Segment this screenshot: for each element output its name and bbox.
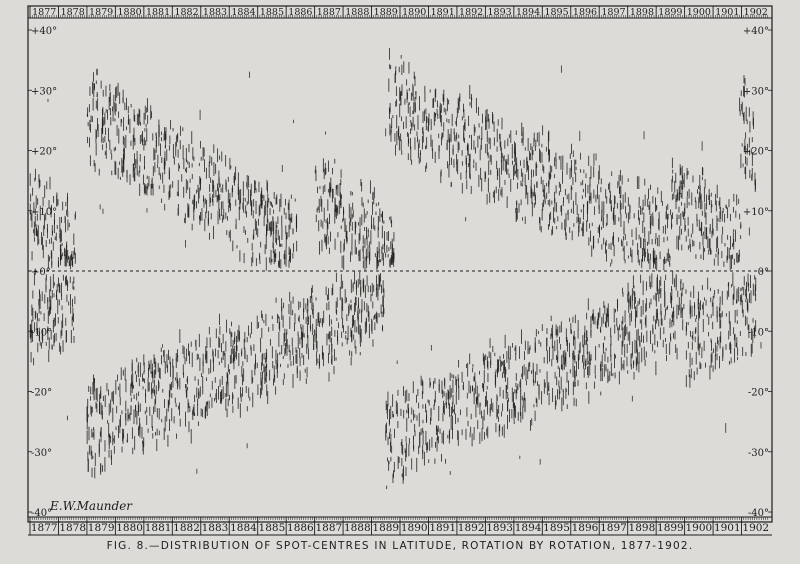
y-tick-label-left: -20°	[31, 388, 52, 399]
x-tick-label-top: 1881	[146, 7, 170, 18]
x-tick-label-top: 1883	[203, 7, 227, 18]
y-tick-label-right: -40°	[748, 508, 769, 519]
x-tick-label-top: 1889	[374, 7, 398, 18]
x-tick-label-top: 1894	[516, 7, 540, 18]
x-tick-label-bottom: 1887	[315, 522, 342, 534]
x-tick-label-top: 1896	[573, 7, 597, 18]
x-tick-label-bottom: 1886	[287, 522, 314, 534]
x-tick-label-top: 1888	[345, 7, 369, 18]
x-tick-label-top: 1901	[715, 7, 739, 18]
x-tick-label-bottom: 1897	[600, 522, 627, 534]
y-tick-label-left: +10°	[31, 207, 57, 218]
y-tick-label-left: +0°	[31, 267, 51, 278]
x-tick-label-bottom: 1901	[714, 522, 741, 534]
x-tick-label-bottom: 1888	[344, 522, 371, 534]
x-tick-label-top: 1878	[61, 7, 85, 18]
x-tick-label-top: 1898	[630, 7, 654, 18]
x-tick-label-bottom: 1891	[429, 522, 456, 534]
x-tick-label-top: 1882	[174, 7, 198, 18]
x-tick-label-top: 1891	[431, 7, 455, 18]
x-tick-label-bottom: 1878	[59, 522, 86, 534]
y-tick-label-left: -10°	[31, 327, 52, 338]
x-tick-label-bottom: 1893	[486, 522, 513, 534]
x-tick-label-bottom: 1883	[202, 522, 229, 534]
x-tick-label-top: 1877	[32, 7, 56, 18]
y-tick-label-right: -20°	[748, 388, 769, 399]
x-tick-label-top: 1887	[317, 7, 341, 18]
y-tick-label-left: -40°	[31, 508, 52, 519]
x-tick-label-top: 1893	[488, 7, 512, 18]
x-tick-label-top: 1900	[687, 7, 711, 18]
y-tick-label-left: +40°	[31, 26, 57, 37]
y-tick-label-left: +20°	[31, 147, 57, 158]
x-tick-label-top: 1892	[459, 7, 483, 18]
x-tick-label-top: 1886	[288, 7, 312, 18]
x-tick-label-bottom: 1898	[629, 522, 656, 534]
x-tick-label-bottom: 1900	[685, 522, 712, 534]
y-tick-label-right: +40°	[743, 26, 769, 37]
x-tick-label-top: 1884	[231, 7, 255, 18]
y-tick-label-right: +20°	[743, 147, 769, 158]
signature: E.W.Maunder	[49, 499, 133, 513]
x-tick-label-bottom: 1895	[543, 522, 570, 534]
x-tick-label-bottom: 1890	[401, 522, 428, 534]
y-tick-label-right: +30°	[743, 86, 769, 97]
x-tick-label-bottom: 1877	[31, 522, 58, 534]
x-tick-label-top: 1880	[118, 7, 142, 18]
x-tick-label-bottom: 1892	[458, 522, 485, 534]
y-tick-label-right: +10°	[743, 207, 769, 218]
figure-caption: FIG. 8.—DISTRIBUTION OF SPOT-CENTRES IN …	[106, 540, 694, 552]
x-tick-label-bottom: 1880	[116, 522, 143, 534]
x-tick-label-top: 1895	[544, 7, 568, 18]
x-tick-label-bottom: 1889	[372, 522, 399, 534]
y-tick-label-left: -30°	[31, 448, 52, 459]
x-tick-label-bottom: 1896	[572, 522, 599, 534]
x-tick-label-top: 1885	[260, 7, 284, 18]
x-tick-label-bottom: 1899	[657, 522, 684, 534]
x-tick-label-top: 1879	[89, 7, 113, 18]
x-tick-label-top: 1897	[601, 7, 625, 18]
plot-frame	[27, 5, 773, 523]
x-tick-label-bottom: 1881	[145, 522, 172, 534]
y-tick-label-left: +30°	[31, 86, 57, 97]
y-tick-label-right: 0°	[758, 267, 769, 278]
x-tick-label-bottom: 1902	[742, 522, 769, 534]
x-tick-label-bottom: 1879	[88, 522, 115, 534]
x-tick-label-bottom: 1894	[515, 522, 542, 534]
y-tick-label-right: -30°	[748, 448, 769, 459]
x-tick-label-top: 1899	[658, 7, 682, 18]
x-tick-label-bottom: 1882	[173, 522, 200, 534]
x-tick-label-top: 1890	[402, 7, 426, 18]
y-tick-label-right: -10°	[748, 327, 769, 338]
x-tick-label-bottom: 1885	[259, 522, 286, 534]
x-tick-label-top: 1902	[744, 7, 768, 18]
x-tick-label-bottom: 1884	[230, 522, 257, 534]
